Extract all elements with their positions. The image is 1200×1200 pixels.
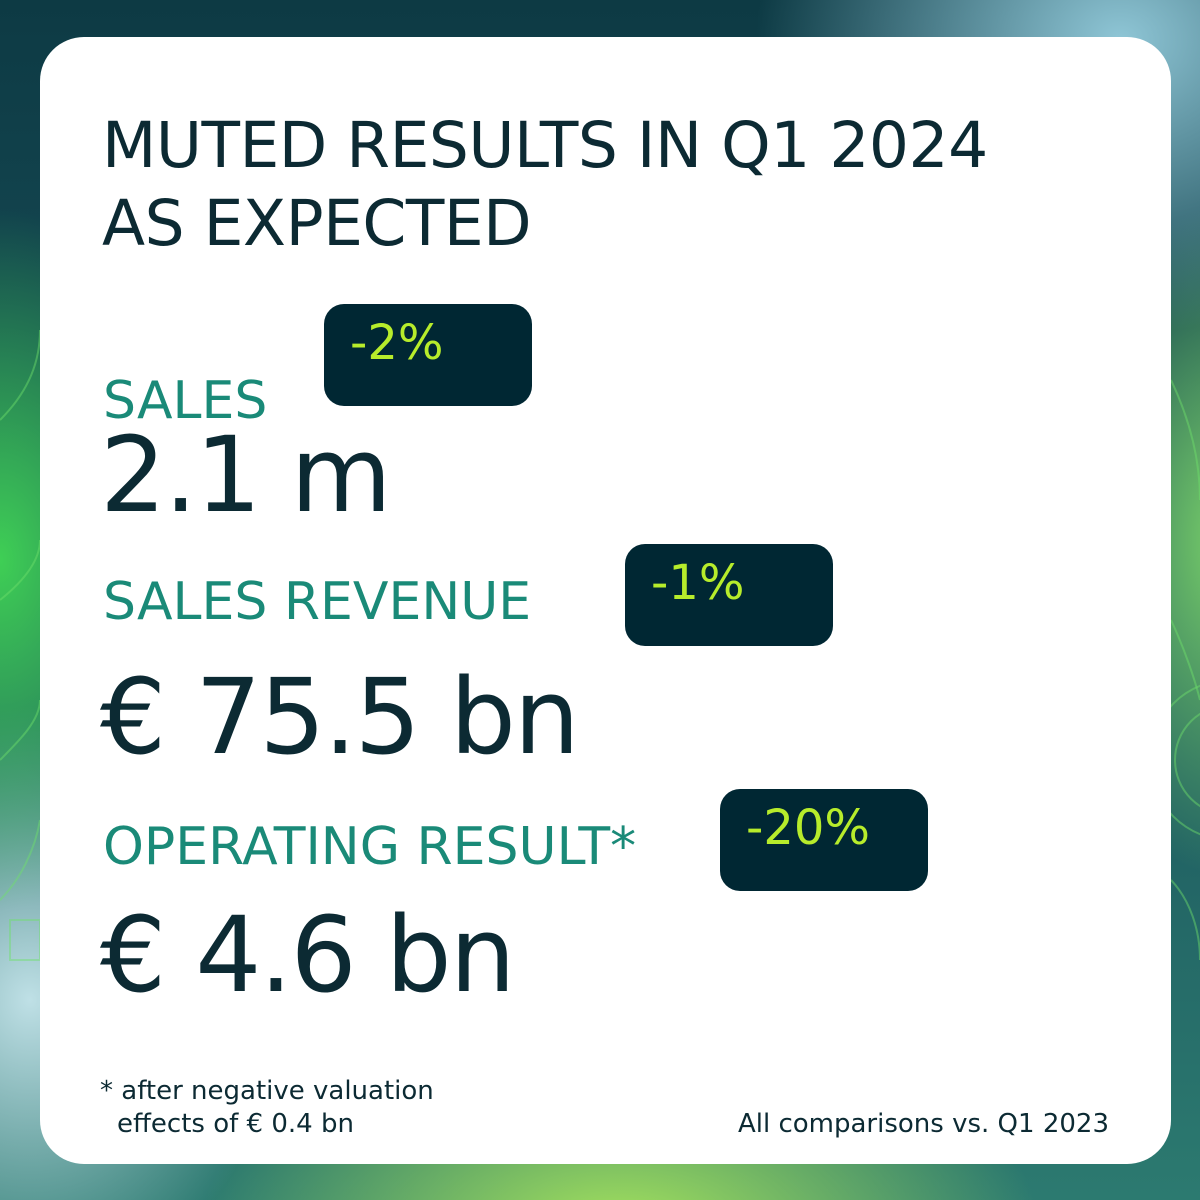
change-badge-sales: -2% [324, 304, 532, 406]
change-badge-operating-result: -20% [720, 789, 928, 891]
metric-label-sales-revenue: SALES REVENUE [103, 572, 532, 632]
change-value-sales: -2% [350, 315, 444, 371]
change-value-operating-result: -20% [746, 800, 871, 856]
comparison-note: All comparisons vs. Q1 2023 [737, 1109, 1109, 1139]
change-value-sales-revenue: -1% [651, 555, 745, 611]
footnote-line-1: * after negative valuation [100, 1076, 434, 1106]
metric-label-operating-result: OPERATING RESULT* [103, 817, 637, 877]
metric-label-sales: SALES [103, 371, 268, 431]
metric-value-operating-result: € 4.6 bn [100, 894, 516, 1016]
title-line-1: MUTED RESULTS IN Q1 2024 [102, 109, 988, 182]
footnote-line-2: effects of € 0.4 bn [117, 1109, 354, 1139]
page-title: MUTED RESULTS IN Q1 2024 AS EXPECTED [102, 107, 988, 263]
metric-value-sales-revenue: € 75.5 bn [100, 656, 580, 778]
results-card: MUTED RESULTS IN Q1 2024 AS EXPECTED SAL… [40, 37, 1171, 1164]
metric-value-sales: 2.1 m [100, 414, 392, 536]
footnote: * after negative valuation effects of € … [100, 1075, 434, 1141]
change-badge-sales-revenue: -1% [625, 544, 833, 646]
title-line-2: AS EXPECTED [102, 187, 532, 260]
